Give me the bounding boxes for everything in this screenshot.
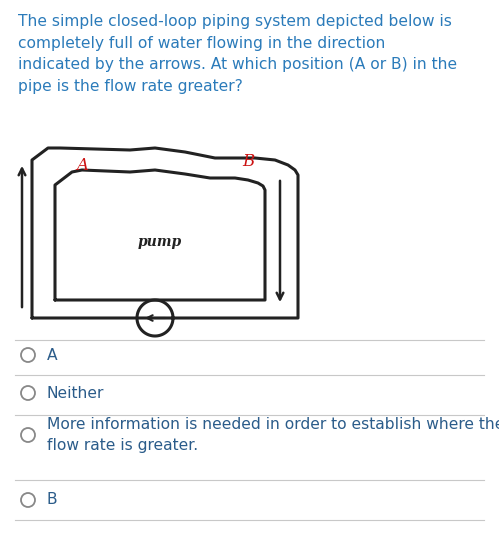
- Text: B: B: [242, 154, 254, 170]
- Text: A: A: [47, 348, 57, 363]
- Text: pump: pump: [138, 235, 182, 249]
- Text: A: A: [76, 156, 88, 174]
- Text: B: B: [47, 493, 57, 508]
- Text: The simple closed-loop piping system depicted below is
completely full of water : The simple closed-loop piping system dep…: [18, 14, 457, 94]
- Text: Neither: Neither: [47, 385, 104, 400]
- Text: More information is needed in order to establish where the
flow rate is greater.: More information is needed in order to e…: [47, 417, 499, 453]
